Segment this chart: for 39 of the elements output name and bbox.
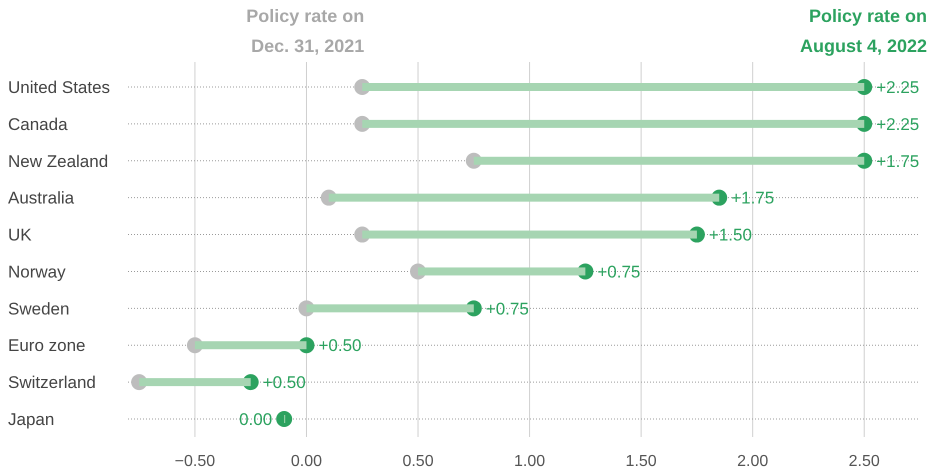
x-tick-label: 0.00 (290, 453, 322, 470)
bar (194, 341, 306, 350)
y-tick-label: New Zealand (8, 152, 108, 171)
y-tick-label: UK (8, 226, 32, 245)
x-tick-label: 2.50 (848, 453, 880, 470)
data-label: +0.75 (597, 262, 640, 282)
y-tick-label: Canada (8, 114, 68, 134)
data-label: +2.25 (876, 114, 920, 134)
data-label: +1.75 (876, 152, 920, 171)
y-tick-label: Japan (8, 410, 54, 429)
x-tick-label: −0.50 (174, 453, 216, 470)
bar (362, 230, 697, 239)
bar (306, 304, 474, 312)
y-tick-label: Australia (8, 188, 75, 208)
data-label: +1.75 (731, 188, 774, 208)
bar (418, 267, 586, 276)
x-tick-label: 2.00 (737, 453, 768, 470)
data-label: +2.25 (876, 78, 920, 97)
point (276, 411, 292, 427)
data-label: +0.50 (262, 373, 306, 392)
data-label: +1.50 (708, 226, 752, 245)
series-label: Policy rate on Dec. 31, 2021 (246, 6, 364, 56)
text: Policy rate on August 4, 2022 (800, 6, 927, 56)
bar (362, 120, 864, 128)
y-tick-label: Norway (8, 262, 66, 282)
y-tick-label: Sweden (8, 299, 70, 318)
y-tick-label: Euro zone (8, 336, 86, 356)
data-label: +0.75 (486, 299, 529, 318)
y-tick-label: Switzerland (8, 373, 96, 392)
bar (362, 83, 864, 91)
x-tick-label: 0.50 (402, 453, 434, 470)
x-tick-label: 1.00 (514, 453, 546, 470)
y-tick-label: United States (8, 78, 110, 97)
data-label: +0.50 (318, 336, 362, 356)
bar (474, 156, 864, 165)
bar (139, 378, 251, 386)
bar (328, 194, 720, 202)
x-tick-label: 1.50 (626, 453, 657, 470)
data-label: 0.00 (239, 410, 272, 429)
